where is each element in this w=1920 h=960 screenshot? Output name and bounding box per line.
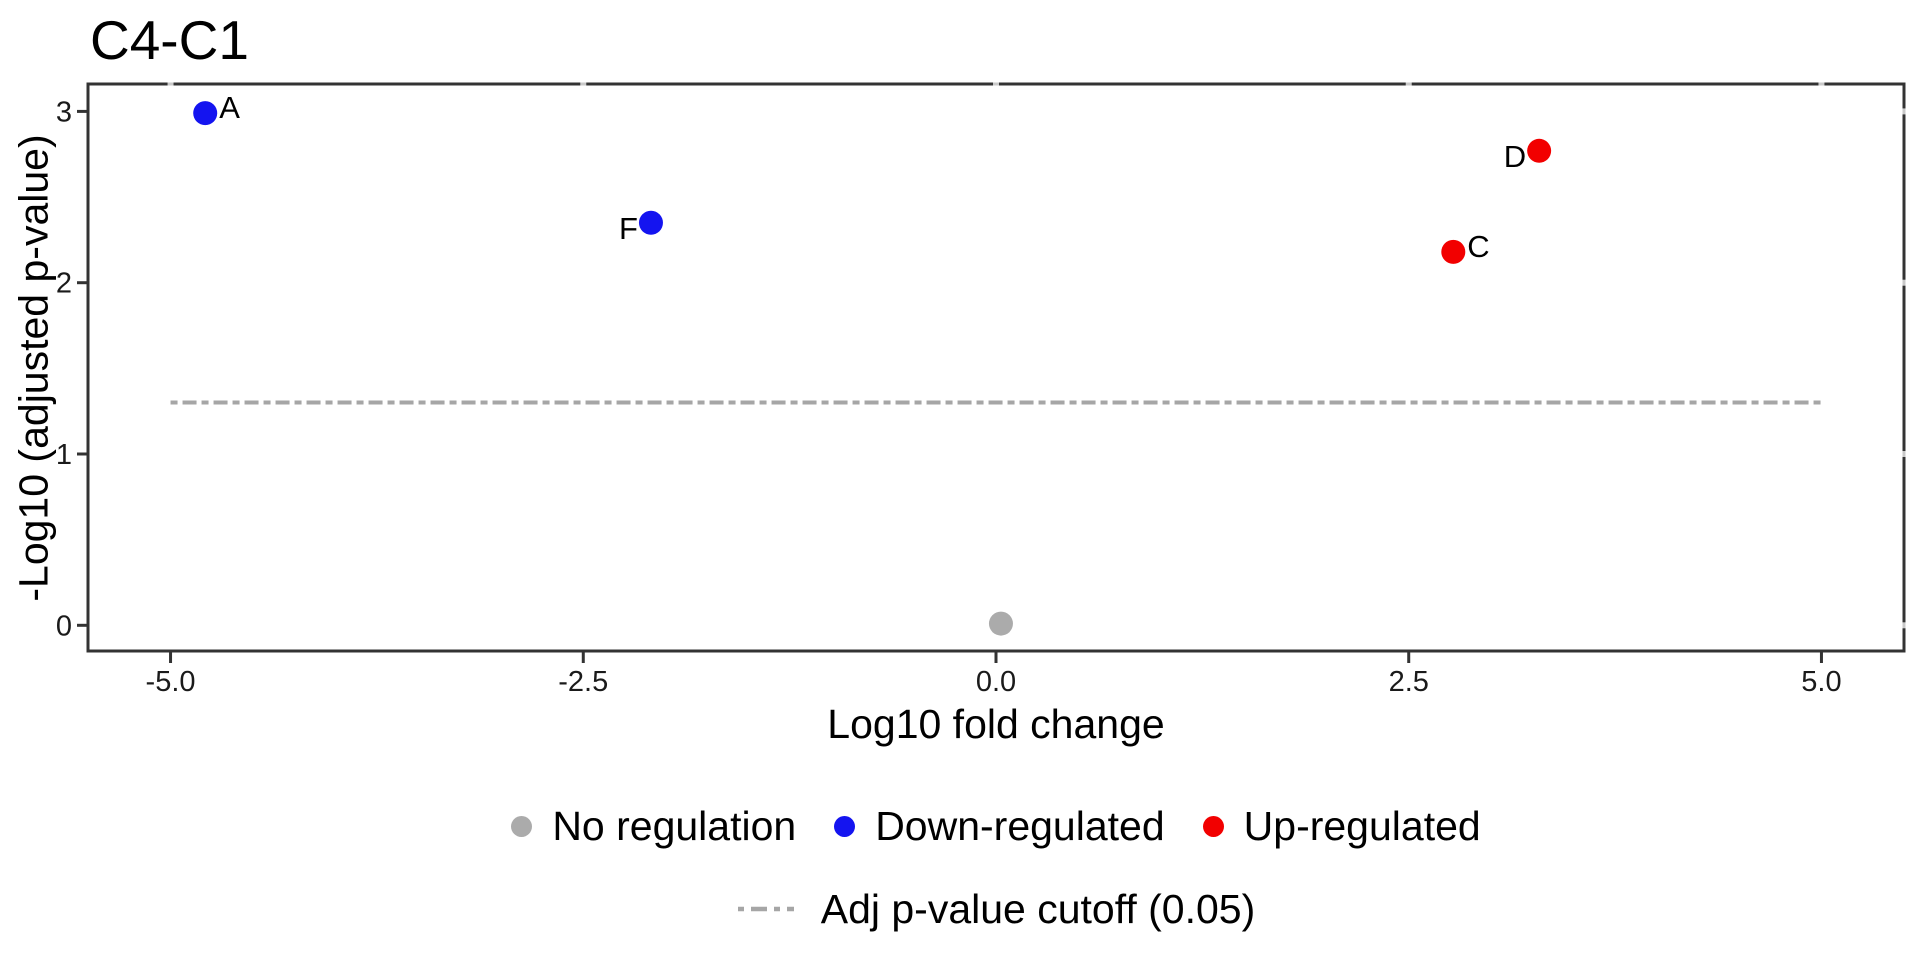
chart-title: C4-C1 bbox=[90, 9, 249, 71]
cutoff-legend-label: Adj p-value cutoff (0.05) bbox=[820, 885, 1256, 932]
x-axis-title: Log10 fold change bbox=[827, 701, 1165, 747]
point-label-A: A bbox=[219, 90, 240, 125]
y-tick-label: 3 bbox=[56, 96, 72, 128]
x-tick-label: 2.5 bbox=[1389, 666, 1429, 698]
legend-cutoff-line: Adj p-value cutoff (0.05) bbox=[88, 884, 1904, 934]
y-tick-label: 2 bbox=[56, 268, 72, 300]
data-point-C bbox=[1441, 239, 1466, 264]
legend-item-label: No regulation bbox=[552, 802, 797, 849]
legend-item-down-regulated: Down-regulated bbox=[834, 802, 1165, 850]
point-label-C: C bbox=[1467, 229, 1489, 264]
legend-item-no-regulation: No regulation bbox=[511, 803, 796, 850]
legend-dot-icon bbox=[1202, 815, 1224, 837]
legend-dot-icon bbox=[511, 815, 533, 837]
legend-item-label: Up-regulated bbox=[1243, 802, 1481, 849]
data-point-F bbox=[638, 210, 663, 235]
x-tick-label: -2.5 bbox=[558, 666, 608, 698]
y-tick-label: 1 bbox=[56, 439, 72, 471]
y-tick-label: 0 bbox=[56, 610, 72, 642]
legend-dot-icon bbox=[834, 815, 856, 837]
dash-dot-line-sample bbox=[737, 906, 794, 912]
data-point-A bbox=[193, 101, 218, 126]
legend-regulation-groups: No regulation Down-regulated Up-regulated bbox=[88, 801, 1904, 851]
x-tick-label: 0.0 bbox=[976, 666, 1016, 698]
point-label-F: F bbox=[619, 211, 638, 246]
data-point-no-regulation bbox=[988, 611, 1013, 636]
legend-item-label: Down-regulated bbox=[875, 802, 1165, 849]
data-point-D bbox=[1527, 138, 1552, 163]
x-tick-label: 5.0 bbox=[1801, 666, 1841, 698]
point-label-D: D bbox=[1504, 139, 1526, 174]
x-tick-label: -5.0 bbox=[146, 666, 196, 698]
y-axis-title: -Log10 (adjusted p-value) bbox=[10, 134, 57, 602]
legend-item-up-regulated: Up-regulated bbox=[1202, 802, 1481, 850]
panel-border bbox=[86, 82, 1906, 653]
